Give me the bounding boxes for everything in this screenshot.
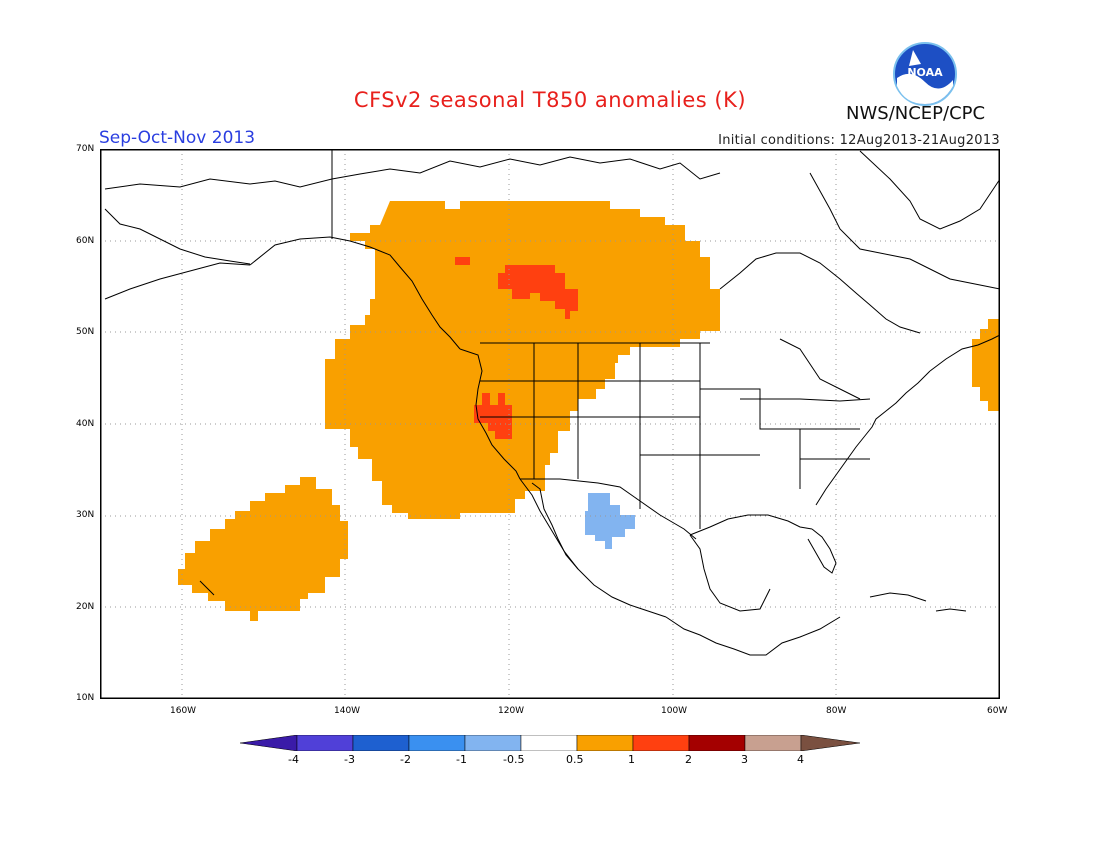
legend-label: 1 [628, 753, 635, 766]
map-panel [99, 148, 1001, 700]
atlantic-warm-anomaly [972, 319, 1000, 411]
legend-label: 0.5 [566, 753, 584, 766]
coastlines [104, 149, 1001, 656]
hawaii-pacific-warm-anomaly [178, 477, 348, 621]
canada-strong-warm-anomaly [455, 257, 470, 265]
anomaly-blue-layer [585, 493, 635, 549]
legend-label: -0.5 [503, 753, 525, 766]
lat-label-10n: 10N [76, 693, 95, 703]
northwest-warm-anomaly [325, 201, 720, 519]
lat-label-50n: 50N [76, 327, 95, 337]
california-strong-warm-anomaly [474, 393, 512, 439]
lat-label-40n: 40N [76, 419, 95, 429]
anomaly-red-layer [455, 257, 578, 439]
color-bar-legend [240, 735, 860, 751]
lat-label-60n: 60N [76, 236, 95, 246]
lon-label-140w: 140W [334, 706, 361, 716]
map-frame [99, 148, 1001, 700]
map-canvas [99, 148, 1001, 700]
legend-arrow-right [800, 735, 860, 751]
noaa-logo-icon: NOAA [893, 42, 957, 106]
logo-text: NOAA [907, 66, 943, 79]
chart-title: CFSv2 seasonal T850 anomalies (K) [353, 88, 747, 112]
legend-label: 4 [797, 753, 804, 766]
lon-label-80w: 80W [826, 706, 847, 716]
legend-label: -4 [288, 753, 299, 766]
legend-label: 3 [741, 753, 748, 766]
lon-label-60w: 60W [987, 706, 1008, 716]
lat-label-20n: 20N [76, 602, 95, 612]
lat-label-30n: 30N [76, 510, 95, 520]
lon-label-120w: 120W [498, 706, 525, 716]
political-borders [331, 149, 871, 540]
legend-arrow-left [240, 735, 298, 751]
mexico-cold-anomaly [585, 493, 635, 549]
lon-label-160w: 160W [170, 706, 197, 716]
graticule [100, 149, 1000, 699]
lon-label-100w: 100W [661, 706, 688, 716]
legend-label: -1 [456, 753, 467, 766]
season-label: Sep-Oct-Nov 2013 [99, 128, 256, 148]
legend-label: 2 [685, 753, 692, 766]
lat-label-70n: 70N [76, 144, 95, 154]
initial-conditions-label: Initial conditions: 12Aug2013-21Aug2013 [718, 133, 1000, 148]
anomaly-orange-layer [178, 201, 1000, 621]
agency-label: NWS/NCEP/CPC [846, 103, 986, 124]
legend-label: -2 [400, 753, 411, 766]
legend-label: -3 [344, 753, 355, 766]
